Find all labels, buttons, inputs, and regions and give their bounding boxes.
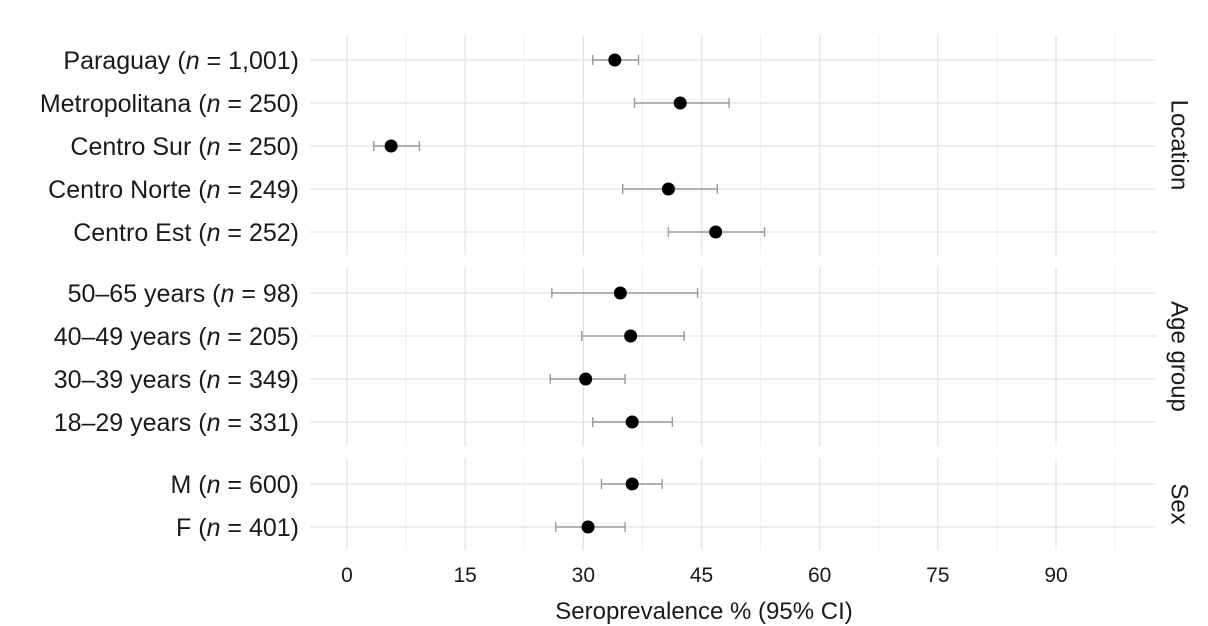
x-tick-label: 0	[341, 564, 353, 587]
panel-strip-layer: Location Age group Sex	[1166, 100, 1193, 525]
row-label: 40–49 years (n = 205)	[54, 323, 299, 351]
point-layer	[384, 53, 723, 534]
x-tick-label: 75	[926, 564, 949, 587]
estimate-point	[384, 139, 398, 153]
estimate-point	[608, 53, 622, 67]
grid-layer	[310, 35, 1156, 550]
x-tick-label: 45	[690, 564, 713, 587]
x-tick-layer: 0 15 30 45 60 75 90	[341, 564, 1068, 587]
estimate-point	[625, 477, 639, 491]
row-label: Centro Sur (n = 250)	[70, 133, 299, 161]
panel-strip-label: Age group	[1166, 301, 1193, 412]
estimate-point	[613, 286, 627, 300]
row-label: Metropolitana (n = 250)	[40, 90, 299, 118]
x-tick-label: 15	[453, 564, 476, 587]
row-label: Centro Est (n = 252)	[73, 219, 299, 247]
estimate-point	[579, 372, 593, 386]
estimate-point	[709, 225, 723, 239]
x-tick-label: 30	[572, 564, 595, 587]
row-label: 18–29 years (n = 331)	[54, 409, 299, 437]
row-label: M (n = 600)	[170, 471, 299, 499]
estimate-point	[661, 182, 675, 196]
row-label: Centro Norte (n = 249)	[48, 176, 299, 204]
row-label: F (n = 401)	[176, 514, 299, 542]
row-label: 30–39 years (n = 349)	[54, 366, 299, 394]
row-label: 50–65 years (n = 98)	[68, 280, 299, 308]
estimate-point	[625, 415, 639, 429]
estimate-point	[673, 96, 687, 110]
estimate-point	[581, 520, 595, 534]
x-axis-title: Seroprevalence % (95% CI)	[555, 598, 852, 625]
row-label-layer: Paraguay (n = 1,001) Metropolitana (n = 2…	[40, 47, 299, 542]
x-tick-label: 90	[1044, 564, 1067, 587]
panel-strip-label: Sex	[1166, 483, 1193, 524]
row-label: Paraguay (n = 1,001)	[63, 47, 299, 75]
panel-strip-label: Location	[1166, 100, 1193, 191]
x-tick-label: 60	[808, 564, 831, 587]
estimate-point	[624, 329, 638, 343]
